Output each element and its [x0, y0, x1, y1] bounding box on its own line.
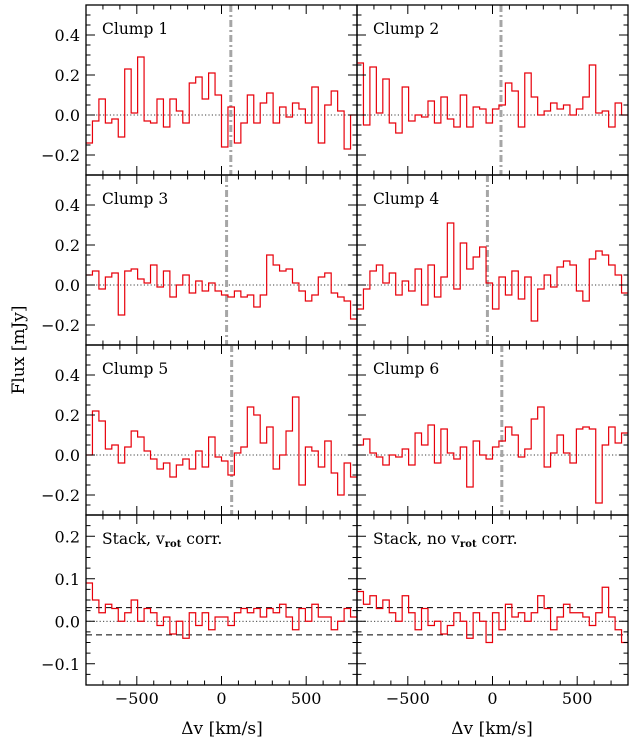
- y-tick-label: 0.2: [55, 406, 80, 425]
- y-tick-label: 0.1: [55, 570, 80, 589]
- y-tick-label: 0.4: [55, 366, 80, 385]
- spectrum-line: [357, 222, 628, 322]
- x-tick-label: 0: [487, 689, 497, 708]
- y-axis-label: Flux [mJy]: [9, 306, 29, 395]
- x-tick-label: 0: [216, 689, 226, 708]
- y-tick-label: 0.0: [55, 276, 80, 295]
- panel-title: Clump 5: [102, 360, 168, 378]
- panel-5: −0.2 0.0 0.2 0.4 Clump 5: [41, 344, 358, 516]
- y-tick-label: 0.0: [55, 106, 80, 125]
- panel-title: Clump 4: [373, 190, 439, 208]
- x-axis-label-left: Δv [km/s]: [181, 719, 262, 739]
- panel-title: Clump 3: [102, 190, 168, 208]
- y-tick-label: 0.0: [55, 612, 80, 631]
- y-tick-label: 0.2: [55, 66, 80, 85]
- spectrum-line: [86, 254, 357, 320]
- spectrum-line: [86, 396, 357, 496]
- panel-8: −500 0 500 Stack, no vrot corr.: [356, 514, 629, 708]
- y-tick-label: 0.0: [55, 446, 80, 465]
- y-tick-label: 0.4: [55, 196, 80, 215]
- x-tick-label: 500: [291, 689, 322, 708]
- x-tick-label: −500: [115, 689, 159, 708]
- panel-title: Stack, no vrot corr.: [373, 530, 518, 550]
- x-axis-label-right: Δv [km/s]: [451, 719, 532, 739]
- panel-2: Clump 2: [356, 4, 629, 176]
- panel-title: Clump 1: [102, 20, 168, 38]
- panels-group: −0.2 0.0 0.2 0.4 Clump 1 Clump 2 −0.2 0.0 0.2 0.4…: [41, 4, 629, 708]
- y-tick-label: 0.4: [55, 26, 80, 45]
- y-tick-label: −0.2: [41, 146, 80, 165]
- panel-6: Clump 6: [356, 344, 629, 516]
- panel-title: Stack, vrot corr.: [102, 530, 222, 550]
- x-tick-label: 500: [562, 689, 593, 708]
- spectrum-line: [86, 582, 357, 639]
- spectrum-line: [357, 586, 628, 644]
- panel-7: −0.1 0.0 0.1 0.2 −500 0 500 Stack, vrot corr.: [41, 514, 358, 708]
- panel-4: Clump 4: [356, 174, 629, 346]
- spectrum-line: [357, 62, 628, 134]
- spectrum-line: [357, 406, 628, 504]
- panel-3: −0.2 0.0 0.2 0.4 Clump 3: [41, 174, 358, 346]
- x-tick-label: −500: [386, 689, 430, 708]
- spectrum-line: [86, 56, 357, 150]
- y-tick-label: −0.1: [41, 655, 80, 674]
- panel-title: Clump 2: [373, 20, 439, 38]
- y-tick-label: 0.2: [55, 527, 80, 546]
- panel-title: Clump 6: [373, 360, 439, 378]
- y-tick-label: −0.2: [41, 316, 80, 335]
- y-tick-label: −0.2: [41, 486, 80, 505]
- y-tick-label: 0.2: [55, 236, 80, 255]
- panel-1: −0.2 0.0 0.2 0.4 Clump 1: [41, 4, 358, 176]
